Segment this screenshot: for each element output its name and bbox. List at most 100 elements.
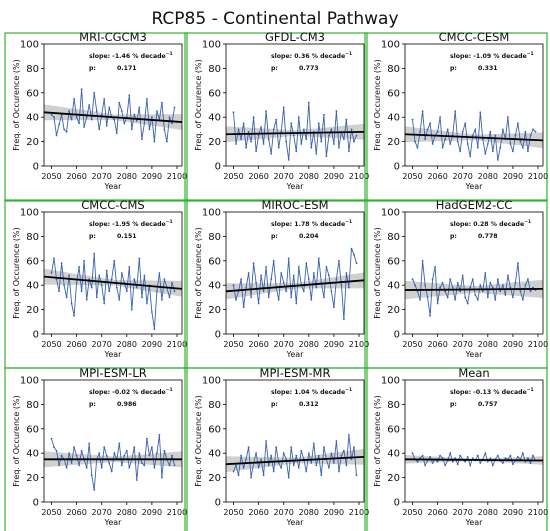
series-line [51, 253, 175, 330]
x-tick-label: 2060 [248, 172, 268, 181]
y-tick-label: 20 [387, 137, 400, 148]
data-point [466, 302, 469, 305]
data-point [260, 126, 262, 128]
axes-box [404, 211, 544, 335]
data-point [335, 110, 338, 112]
data-point [350, 458, 353, 461]
data-point [524, 284, 527, 287]
data-point [345, 464, 348, 467]
y-tick-label: 80 [208, 64, 221, 75]
data-point [517, 122, 519, 125]
y-axis-label: Freq. of Occurence (%) [373, 227, 382, 318]
data-point [312, 272, 315, 274]
data-point [312, 442, 315, 445]
data-point [280, 130, 283, 133]
data-point [297, 266, 300, 268]
data-point [50, 113, 53, 116]
data-point [451, 460, 454, 463]
data-point [529, 290, 532, 293]
p-value-annotation: p: 0.778 [450, 233, 498, 240]
data-point [340, 284, 343, 287]
data-point [272, 470, 275, 473]
data-point [156, 452, 158, 455]
y-tick-label: 60 [208, 88, 221, 99]
data-point [429, 122, 431, 125]
data-point [78, 464, 80, 467]
data-point [151, 116, 153, 119]
data-point [153, 140, 156, 143]
data-point [267, 296, 270, 299]
data-point [411, 118, 414, 121]
data-point [522, 298, 524, 301]
data-point [499, 290, 502, 293]
data-point [496, 278, 499, 280]
data-point [534, 130, 537, 133]
data-point [464, 296, 467, 299]
data-point [265, 110, 267, 112]
panel-frame [364, 367, 548, 531]
data-point [163, 128, 166, 131]
panel-title: GFDL-CM3 [265, 30, 325, 44]
data-point [267, 464, 270, 467]
data-point [123, 122, 126, 125]
data-point [80, 290, 83, 293]
x-axis-label: Year [465, 518, 484, 527]
data-point [90, 286, 93, 289]
panel-frame [184, 32, 368, 202]
data-point [70, 302, 73, 305]
x-tick-label: 2090 [142, 340, 162, 349]
x-tick-label: 2080 [478, 508, 498, 517]
series-line [233, 248, 357, 320]
data-point [491, 464, 494, 467]
x-tick-label: 2060 [66, 340, 86, 349]
data-point [128, 266, 131, 268]
data-point [141, 138, 143, 141]
data-point [262, 290, 265, 293]
data-point [280, 466, 283, 469]
y-tick-label: 20 [26, 305, 39, 316]
y-tick-label: 20 [387, 473, 400, 484]
x-tick-label: 2090 [324, 508, 344, 517]
axes-box [43, 379, 183, 503]
data-point [285, 458, 288, 461]
y-tick-label: 100 [381, 208, 400, 219]
x-tick-label: 2050 [41, 172, 61, 181]
data-point [257, 134, 260, 137]
data-point [287, 476, 290, 479]
data-point [449, 143, 452, 145]
y-tick-label: 40 [26, 113, 39, 124]
trend-line [43, 275, 183, 290]
data-point [65, 296, 68, 299]
data-point [135, 286, 138, 289]
data-point [527, 278, 529, 280]
p-value-annotation: p: 0.986 [89, 401, 137, 408]
x-axis-label: Year [104, 518, 123, 527]
data-point [431, 462, 434, 464]
trend-line [225, 130, 365, 136]
data-point [416, 146, 419, 149]
x-tick-label: 2100 [528, 508, 548, 517]
panel-title: MIROC-ESM [261, 198, 328, 212]
data-point [151, 446, 153, 448]
y-tick-label: 0 [215, 162, 221, 173]
data-point [275, 118, 278, 121]
y-tick-label: 100 [20, 40, 39, 51]
data-point [168, 296, 171, 299]
data-point [161, 298, 163, 301]
data-point [414, 284, 416, 287]
data-point [247, 446, 250, 448]
data-point [103, 446, 106, 448]
slope-annotation: slope: 1.04 % decade−1 [271, 387, 352, 396]
data-point [287, 159, 290, 161]
y-tick-label: 100 [381, 40, 400, 51]
x-tick-label: 2070 [92, 340, 112, 349]
data-point [355, 474, 358, 477]
data-point [469, 464, 472, 467]
series-line [51, 89, 175, 142]
y-tick-label: 0 [33, 498, 39, 509]
data-point [68, 110, 70, 112]
data-point [292, 134, 295, 137]
data-point [489, 457, 492, 459]
panel-5: MIROC-ESM 0 20 40 60 80 100 2050 2060 2070 2080 209… [184, 198, 369, 369]
data-point [103, 98, 106, 100]
